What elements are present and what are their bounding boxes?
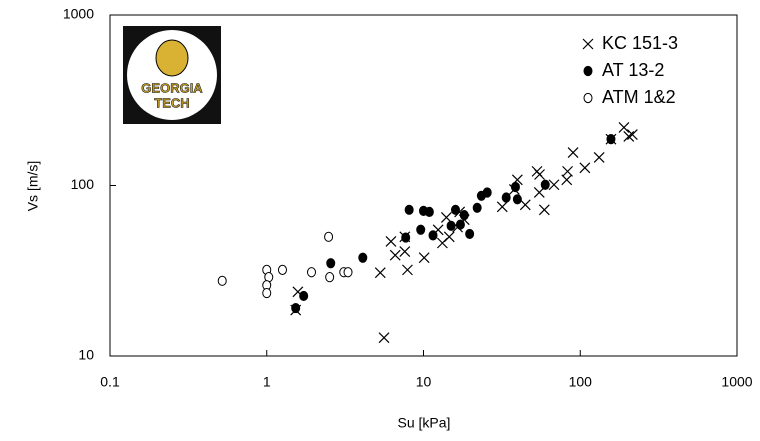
x-tick-label: 0.1: [100, 374, 120, 390]
point: [324, 231, 334, 242]
point: [325, 272, 335, 283]
point: [450, 204, 460, 215]
point: [443, 231, 455, 243]
point: [262, 287, 272, 299]
point: [562, 165, 573, 177]
point: [440, 211, 452, 223]
point: [277, 264, 287, 275]
point: [496, 201, 508, 213]
logo: GEORGIA TECH: [123, 26, 221, 124]
point: [389, 249, 401, 261]
point: [623, 131, 635, 142]
y-tick-label: 1000: [63, 6, 94, 22]
point: [378, 332, 390, 344]
x-tick-label: 10: [416, 374, 432, 390]
point: [534, 169, 545, 180]
legend-marker: [582, 38, 594, 50]
y-tick-label: 100: [71, 176, 95, 192]
y-tick-label: 10: [78, 347, 94, 363]
point: [579, 162, 591, 174]
point: [446, 220, 456, 231]
point: [428, 230, 438, 241]
legend-marker: [583, 65, 593, 77]
point: [455, 219, 465, 230]
point: [626, 129, 638, 140]
y-axis-label: Vs [m/s]: [25, 161, 41, 212]
point: [512, 194, 522, 205]
point: [402, 264, 413, 276]
legend-marker: [583, 92, 593, 104]
point: [482, 187, 492, 198]
point: [540, 179, 550, 190]
point: [217, 275, 227, 286]
point: [561, 174, 573, 186]
point: [326, 258, 336, 269]
x-tick-label: 1000: [721, 374, 752, 390]
x-tick-label: 1: [263, 374, 271, 390]
point: [548, 179, 560, 191]
x-tick-label: 100: [569, 374, 593, 390]
point: [416, 224, 426, 235]
point: [404, 204, 414, 215]
point: [418, 252, 430, 264]
logo-text: GEORGIA: [141, 80, 203, 95]
point: [567, 147, 579, 158]
point: [533, 187, 545, 198]
point: [501, 192, 511, 203]
point: [307, 267, 317, 278]
point: [291, 302, 301, 314]
point: [299, 290, 309, 302]
legend-label: KC 151-3: [602, 33, 678, 53]
legend-label: ATM 1&2: [602, 87, 676, 107]
legend-label: AT 13-2: [602, 60, 664, 80]
point: [465, 228, 475, 240]
point: [358, 252, 368, 263]
point: [606, 134, 616, 145]
point: [374, 267, 386, 279]
point: [424, 206, 434, 218]
point: [343, 267, 353, 278]
point: [593, 152, 605, 163]
x-axis-label: Su [kPa]: [398, 415, 451, 431]
point: [401, 232, 411, 243]
logo-mascot: [155, 39, 189, 77]
point: [510, 181, 520, 193]
point: [538, 204, 550, 216]
point: [519, 199, 531, 211]
point: [618, 122, 630, 133]
point: [472, 202, 482, 213]
point: [385, 235, 397, 247]
point: [399, 246, 411, 257]
point: [459, 210, 469, 221]
logo-text: TECH: [154, 95, 189, 110]
